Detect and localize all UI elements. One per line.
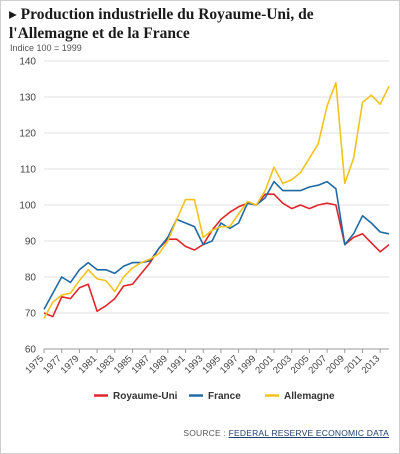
line-chart: 60 70 80 90 100 110 120 130 140 1975197719791981…: [19, 57, 390, 402]
legend-item-0: Royaume-Uni: [94, 391, 178, 402]
x-tick-label: 1981: [76, 353, 99, 376]
y-tick-label: 130: [19, 93, 36, 104]
x-tick-label: 2011: [342, 353, 364, 375]
series-line-2: [43, 81, 390, 319]
legend-item-1: France: [189, 391, 241, 402]
x-tick-label: 1989: [147, 353, 170, 376]
x-tick-label: 1979: [59, 353, 82, 376]
x-tick-label: 2003: [271, 353, 294, 376]
x-tick-label: 2001: [253, 353, 276, 376]
x-tick-label: 2009: [324, 353, 347, 376]
source-note: SOURCE : FEDERAL RESERVE ECONOMIC DATA: [183, 428, 389, 438]
legend-label: France: [208, 391, 241, 402]
x-tick-label: 1975: [23, 353, 46, 376]
x-tick-label: 1997: [218, 353, 241, 376]
y-tick-label: 120: [19, 129, 36, 140]
grid-lines: [44, 60, 389, 350]
y-axis: 60 70 80 90 100 110 120 130 140: [19, 57, 36, 356]
y-tick-label: 80: [25, 273, 37, 284]
source-label: SOURCE :: [183, 428, 227, 438]
x-tick-label: 2005: [289, 353, 312, 376]
y-tick-label: 140: [19, 57, 36, 68]
series-lines: [43, 81, 390, 319]
x-axis: 1975197719791981198319851987198919911993…: [23, 349, 382, 376]
x-tick-label: 1987: [130, 353, 153, 376]
y-tick-label: 110: [20, 165, 36, 176]
x-tick-label: 1993: [183, 353, 206, 376]
y-tick-label: 100: [19, 201, 36, 212]
series-line-1: [43, 180, 390, 310]
y-tick-label: 70: [25, 309, 37, 320]
chart-title: ▸ Production industrielle du Royaume-Uni…: [9, 6, 314, 42]
x-tick-label: 1977: [41, 353, 64, 376]
legend-label: Allemagne: [284, 391, 335, 402]
x-tick-label: 1991: [165, 353, 188, 376]
legend-item-2: Allemagne: [265, 391, 335, 402]
y-tick-label: 60: [25, 345, 37, 356]
y-tick-label: 90: [25, 237, 37, 248]
x-tick-label: 1985: [112, 353, 135, 376]
chart-subtitle: Indice 100 = 1999: [10, 43, 82, 53]
x-tick-label: 1983: [94, 353, 117, 376]
x-tick-label: 2013: [360, 353, 383, 376]
legend-label: Royaume-Uni: [113, 391, 178, 402]
x-tick-label: 2007: [306, 353, 329, 376]
x-tick-label: 1995: [200, 353, 223, 376]
series-line-0: [43, 193, 390, 318]
source-link[interactable]: FEDERAL RESERVE ECONOMIC DATA: [228, 428, 389, 438]
legend: Royaume-Uni France Allemagne: [94, 391, 335, 402]
x-tick-label: 1999: [236, 353, 259, 376]
